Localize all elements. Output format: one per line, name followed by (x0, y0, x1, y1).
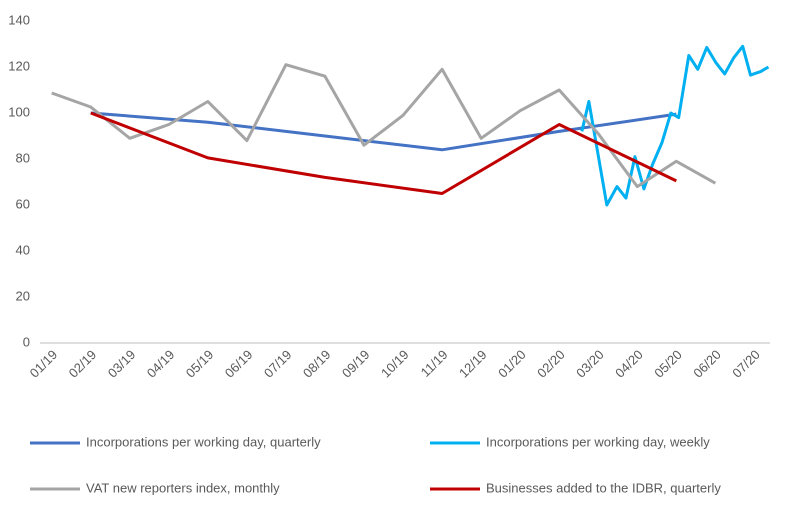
y-tick-label: 40 (16, 242, 30, 257)
y-tick-label: 120 (8, 58, 30, 73)
x-tick-label: 08/19 (300, 347, 334, 381)
x-tick-label: 07/19 (261, 347, 295, 381)
x-tick-label: 10/19 (378, 347, 412, 381)
x-tick-label: 03/19 (105, 347, 139, 381)
y-tick-label: 140 (8, 12, 30, 27)
x-tick-label: 05/19 (183, 347, 217, 381)
series-line (90, 111, 677, 152)
x-tick-label: 04/19 (144, 347, 178, 381)
x-tick-label: 09/19 (339, 347, 373, 381)
x-tick-label: 05/20 (651, 347, 685, 381)
y-tick-label: 100 (8, 104, 30, 119)
y-tick-label: 80 (16, 150, 30, 165)
y-tick-label: 20 (16, 288, 30, 303)
series-line (90, 111, 677, 195)
x-tick-label: 12/19 (456, 347, 490, 381)
x-tick-label: 06/20 (690, 347, 724, 381)
x-tick-label: 02/19 (66, 347, 100, 381)
x-tick-label: 04/20 (612, 347, 646, 381)
x-tick-label: 03/20 (573, 347, 607, 381)
x-tick-label: 11/19 (418, 347, 451, 380)
legend-label: Incorporations per working day, weekly (486, 434, 710, 449)
x-tick-label: 01/19 (27, 347, 61, 381)
series-line (580, 44, 770, 207)
x-tick-label: 02/20 (534, 347, 568, 381)
legend-label: Incorporations per working day, quarterl… (86, 434, 321, 449)
legend-label: VAT new reporters index, monthly (86, 480, 280, 495)
x-tick-label: 01/20 (495, 347, 529, 381)
x-tick-label: 06/19 (222, 347, 256, 381)
y-tick-label: 60 (16, 196, 30, 211)
y-tick-label: 0 (23, 334, 30, 349)
legend-label: Businesses added to the IDBR, quarterly (486, 480, 721, 495)
series-line (51, 63, 717, 189)
x-tick-label: 07/20 (729, 347, 763, 381)
